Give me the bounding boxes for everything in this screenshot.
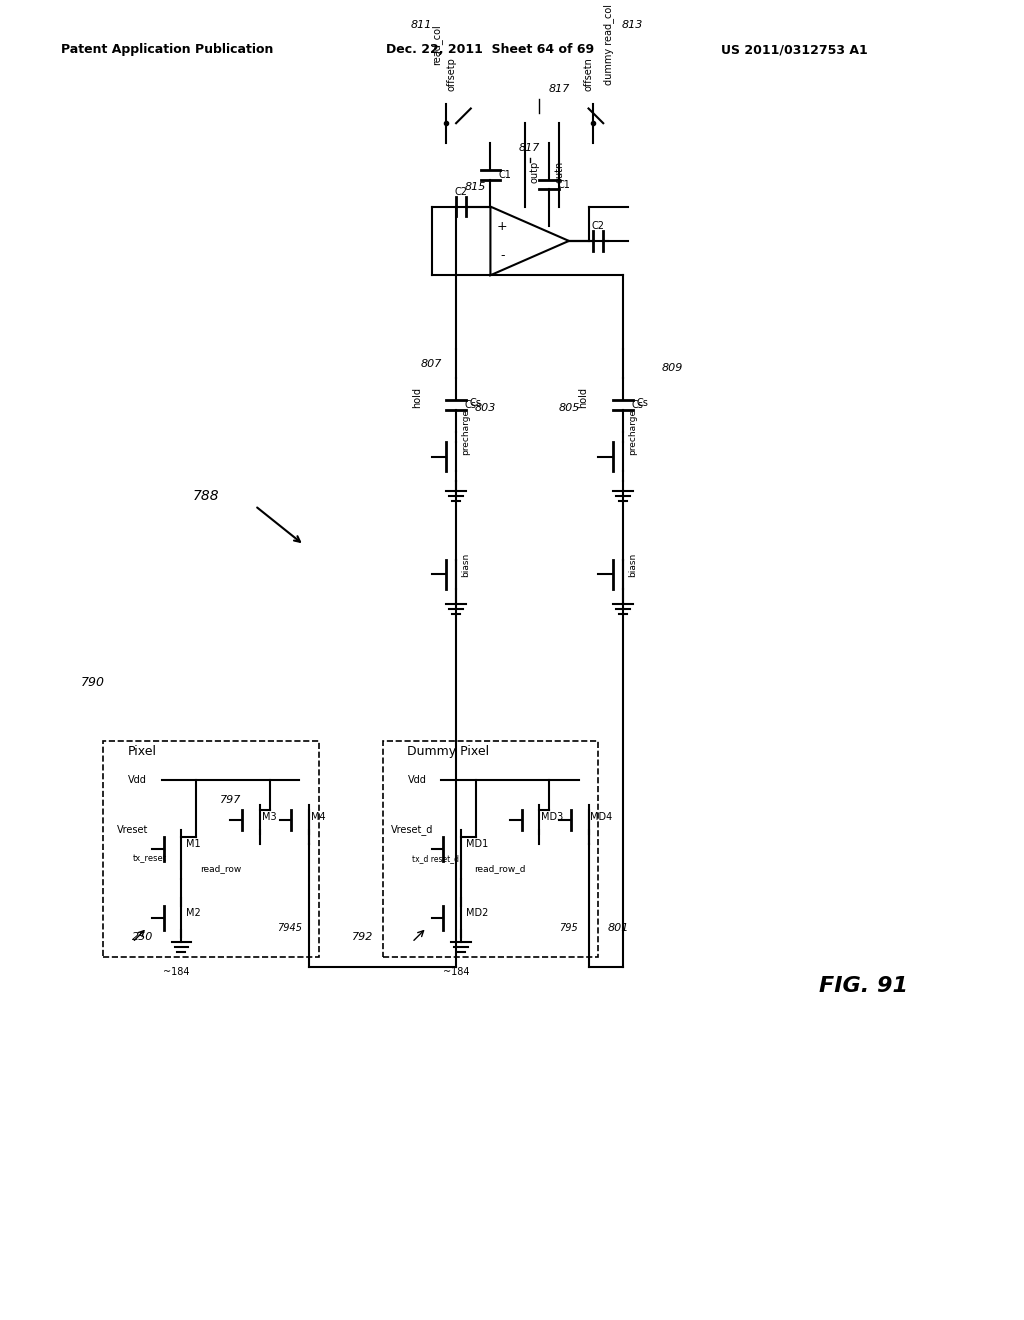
Text: C2: C2 [592, 222, 605, 231]
Text: Vreset: Vreset [117, 825, 148, 834]
Text: 817: 817 [549, 84, 569, 94]
Text: US 2011/0312753 A1: US 2011/0312753 A1 [721, 44, 868, 57]
Text: 809: 809 [662, 363, 683, 374]
Text: 792: 792 [352, 932, 374, 942]
Text: Vdd: Vdd [408, 775, 427, 785]
Text: 815: 815 [465, 182, 486, 191]
Text: biasn: biasn [628, 553, 637, 577]
Text: C1: C1 [557, 180, 570, 190]
Text: Pixel: Pixel [127, 744, 157, 758]
Text: ~184: ~184 [442, 966, 469, 977]
Text: read_row_d: read_row_d [474, 865, 526, 874]
Text: Vreset_d: Vreset_d [391, 824, 433, 836]
Text: ~184: ~184 [163, 966, 189, 977]
Text: Dummy Pixel: Dummy Pixel [407, 744, 489, 758]
Text: Patent Application Publication: Patent Application Publication [60, 44, 272, 57]
Text: 805: 805 [558, 403, 580, 413]
Text: 7945: 7945 [276, 923, 302, 933]
Text: 250: 250 [131, 932, 153, 942]
Text: MD1: MD1 [466, 840, 488, 849]
Text: C1: C1 [499, 170, 512, 180]
Text: hold: hold [579, 387, 589, 408]
Text: precharge: precharge [462, 409, 470, 455]
Text: Cs: Cs [637, 397, 648, 408]
Text: MD3: MD3 [542, 812, 563, 822]
Text: Cs: Cs [470, 397, 481, 408]
Text: MD2: MD2 [466, 908, 488, 917]
Text: 790: 790 [81, 676, 105, 689]
Text: 801: 801 [607, 923, 629, 933]
Text: FIG. 91: FIG. 91 [819, 977, 907, 997]
Text: read_row: read_row [200, 865, 242, 874]
Text: read_col: read_col [431, 24, 442, 65]
Text: M4: M4 [311, 812, 326, 822]
Text: hold: hold [412, 387, 422, 408]
Text: Cs: Cs [632, 400, 643, 411]
Text: M1: M1 [186, 840, 201, 849]
Text: 803: 803 [475, 403, 497, 413]
Text: Dec. 22, 2011  Sheet 64 of 69: Dec. 22, 2011 Sheet 64 of 69 [386, 44, 595, 57]
Text: 795: 795 [559, 923, 579, 933]
Text: offsetp: offsetp [446, 57, 456, 91]
Text: dummy read_col: dummy read_col [603, 4, 613, 86]
Text: offsetn: offsetn [584, 57, 594, 91]
Text: MD4: MD4 [591, 812, 612, 822]
Text: outp: outp [529, 161, 540, 183]
Text: 817: 817 [519, 143, 541, 153]
Text: M2: M2 [186, 908, 201, 917]
Text: C2: C2 [455, 187, 468, 197]
Text: M3: M3 [262, 812, 276, 822]
Text: -: - [500, 249, 505, 263]
Text: outn: outn [554, 161, 564, 183]
Text: 788: 788 [193, 488, 219, 503]
Text: Cs: Cs [465, 400, 477, 411]
Text: 807: 807 [421, 359, 442, 368]
Text: +: + [497, 219, 508, 232]
Text: Vdd: Vdd [128, 775, 147, 785]
Text: precharge: precharge [628, 409, 637, 455]
Text: 811: 811 [411, 20, 432, 30]
Text: 813: 813 [622, 20, 643, 30]
Text: 797: 797 [220, 795, 241, 805]
Text: tx_reset: tx_reset [132, 854, 166, 863]
Text: biasn: biasn [462, 553, 470, 577]
Text: tx_d reset_d: tx_d reset_d [412, 854, 459, 863]
